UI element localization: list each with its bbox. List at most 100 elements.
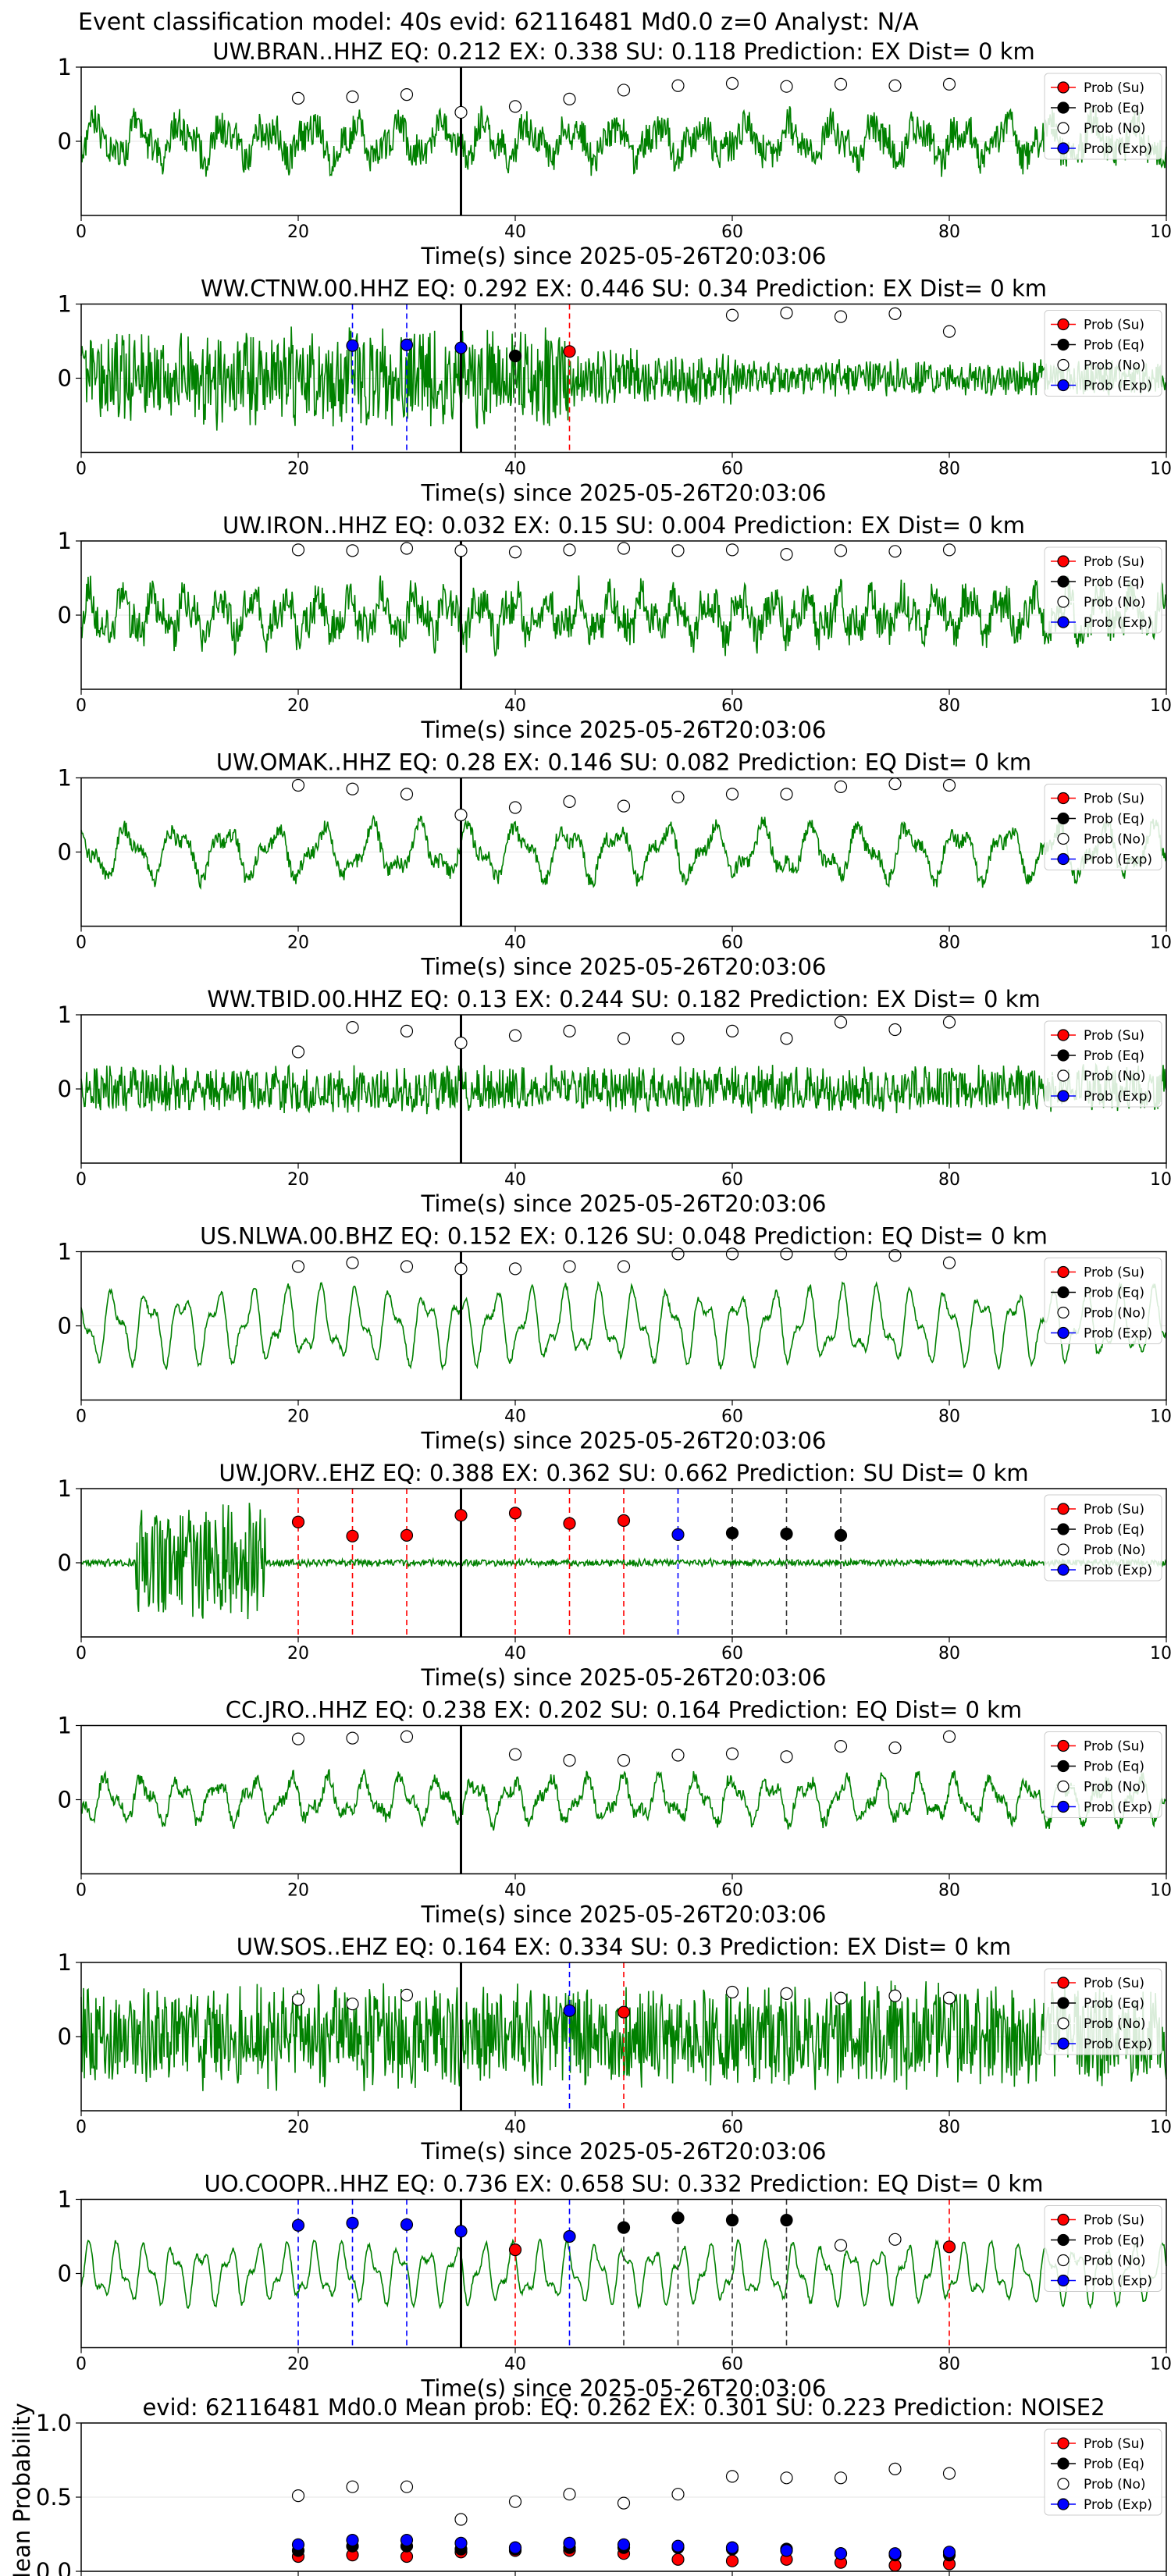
prob-marker-no — [725, 543, 739, 557]
prob-marker-no — [671, 79, 685, 92]
x-tick-label: 100 — [1150, 460, 1171, 479]
x-tick-label: 0 — [76, 1170, 87, 1190]
prob-marker-no — [780, 1987, 793, 2000]
legend-marker-no — [1057, 2017, 1070, 2030]
mean-marker-su — [725, 2554, 739, 2567]
legend-marker-eq — [1057, 101, 1070, 114]
prob-marker-no — [888, 1023, 902, 1037]
x-tick-label: 20 — [287, 1644, 309, 1663]
prob-marker-exp — [346, 339, 359, 352]
mean-marker-exp — [834, 2547, 848, 2560]
chart-title: WW.TBID.00.HHZ EQ: 0.13 EX: 0.244 SU: 0.… — [207, 986, 1041, 1012]
legend-marker-eq — [1057, 1286, 1070, 1299]
legend-label: Prob (No) — [1084, 1306, 1146, 1322]
chart-title: UW.SOS..EHZ EQ: 0.164 EX: 0.334 SU: 0.3 … — [237, 1934, 1011, 1960]
x-tick-label: 20 — [287, 934, 309, 953]
legend-marker-eq — [1057, 2457, 1070, 2470]
x-tick-label: 40 — [504, 696, 526, 716]
x-tick-label: 40 — [504, 1881, 526, 1901]
prob-marker-no — [671, 544, 685, 557]
prob-marker-exp — [400, 338, 414, 351]
chart-title: UW.OMAK..HHZ EQ: 0.28 EX: 0.146 SU: 0.08… — [216, 749, 1031, 776]
prob-marker-eq — [780, 1527, 793, 1541]
legend-box — [1044, 2205, 1162, 2292]
legend-label: Prob (Eq) — [1084, 812, 1144, 827]
x-tick-label: 40 — [504, 222, 526, 242]
x-tick-label: 20 — [287, 1170, 309, 1190]
prob-marker-no — [834, 310, 848, 323]
y-tick-label: 1.0 — [36, 2410, 72, 2436]
legend-marker-su — [1057, 1265, 1070, 1279]
prob-marker-no — [671, 1749, 685, 1762]
prob-marker-no — [617, 1032, 631, 1045]
prob-marker-no — [725, 788, 739, 801]
mean-marker-exp — [291, 2538, 305, 2551]
legend-label: Prob (Exp) — [1084, 852, 1152, 868]
mean-marker-no — [780, 2471, 793, 2485]
x-tick-label: 20 — [287, 1881, 309, 1901]
legend-label: Prob (Exp) — [1084, 2497, 1152, 2513]
prob-marker-no — [671, 1247, 685, 1261]
x-tick-label: 40 — [504, 1644, 526, 1663]
prob-marker-no — [834, 77, 848, 91]
legend-label: Prob (No) — [1084, 2254, 1146, 2269]
mean-marker-exp — [508, 2541, 522, 2554]
prob-marker-no — [400, 1260, 414, 1273]
y-tick-label: 0.5 — [36, 2484, 72, 2510]
legend-marker-no — [1057, 1069, 1070, 1082]
legend: Prob (Su) Prob (Eq) Prob (No) Prob (Exp) — [1044, 1731, 1162, 1818]
prob-marker-no — [400, 88, 414, 101]
legend: Prob (Su) Prob (Eq) Prob (No) Prob (Exp) — [1044, 2205, 1162, 2292]
x-tick-label: 100 — [1150, 2355, 1171, 2375]
prob-marker-su — [617, 1514, 631, 1527]
mean-marker-su — [671, 2553, 685, 2566]
legend-marker-eq — [1057, 1759, 1070, 1773]
prob-marker-no — [400, 1730, 414, 1743]
x-tick-label: 60 — [721, 1407, 743, 1427]
legend-marker-no — [1057, 596, 1070, 608]
prob-marker-no — [942, 1256, 956, 1269]
legend-label: Prob (Exp) — [1084, 379, 1152, 394]
prob-marker-exp — [563, 2229, 576, 2243]
x-tick-label: 80 — [938, 460, 960, 479]
legend-marker-eq — [1057, 2233, 1070, 2247]
chart-panel-8: CC.JRO..HHZ EQ: 0.238 EX: 0.202 SU: 0.16… — [58, 1697, 1171, 1928]
prob-marker-no — [291, 91, 305, 105]
y-tick-label: 1 — [58, 54, 72, 80]
prob-marker-no — [454, 808, 468, 822]
prob-marker-no — [780, 80, 793, 93]
figure-title: Event classification model: 40s evid: 62… — [78, 9, 919, 36]
chart-panel-3: UW.IRON..HHZ EQ: 0.032 EX: 0.15 SU: 0.00… — [58, 512, 1171, 743]
legend-marker-exp — [1057, 379, 1070, 392]
prob-marker-eq — [508, 349, 522, 363]
x-tick-label: 40 — [504, 934, 526, 953]
x-tick-label: 80 — [938, 1407, 960, 1427]
y-tick-label: 1 — [58, 2186, 72, 2213]
legend-box — [1044, 1258, 1162, 1344]
legend-label: Prob (No) — [1084, 358, 1146, 374]
chart-title: WW.CTNW.00.HHZ EQ: 0.292 EX: 0.446 SU: 0… — [201, 276, 1047, 302]
prob-marker-no — [454, 544, 468, 557]
legend-label: Prob (Eq) — [1084, 1048, 1144, 1064]
legend-marker-exp — [1057, 1326, 1070, 1340]
prob-marker-su — [563, 345, 576, 358]
x-tick-label: 100 — [1150, 1407, 1171, 1427]
y-tick-label: 0 — [58, 365, 72, 392]
mean-marker-no — [563, 2488, 576, 2501]
legend-marker-su — [1057, 81, 1070, 94]
x-axis-label: Time(s) since 2025-05-26T20:03:06 — [421, 1428, 827, 1454]
legend-marker-su — [1057, 318, 1070, 331]
prob-marker-no — [942, 543, 956, 557]
prob-marker-no — [400, 1024, 414, 1038]
legend-label: Prob (Eq) — [1084, 1759, 1144, 1775]
x-tick-label: 20 — [287, 222, 309, 242]
prob-marker-no — [563, 92, 576, 105]
prob-marker-no — [346, 1256, 359, 1269]
prob-marker-no — [888, 777, 902, 791]
prob-marker-no — [834, 1740, 848, 1753]
legend-marker-exp — [1057, 142, 1070, 155]
legend-label: Prob (Su) — [1084, 80, 1144, 96]
prob-marker-no — [454, 1262, 468, 1276]
legend-marker-su — [1057, 2437, 1070, 2450]
prob-marker-no — [725, 1985, 739, 1999]
